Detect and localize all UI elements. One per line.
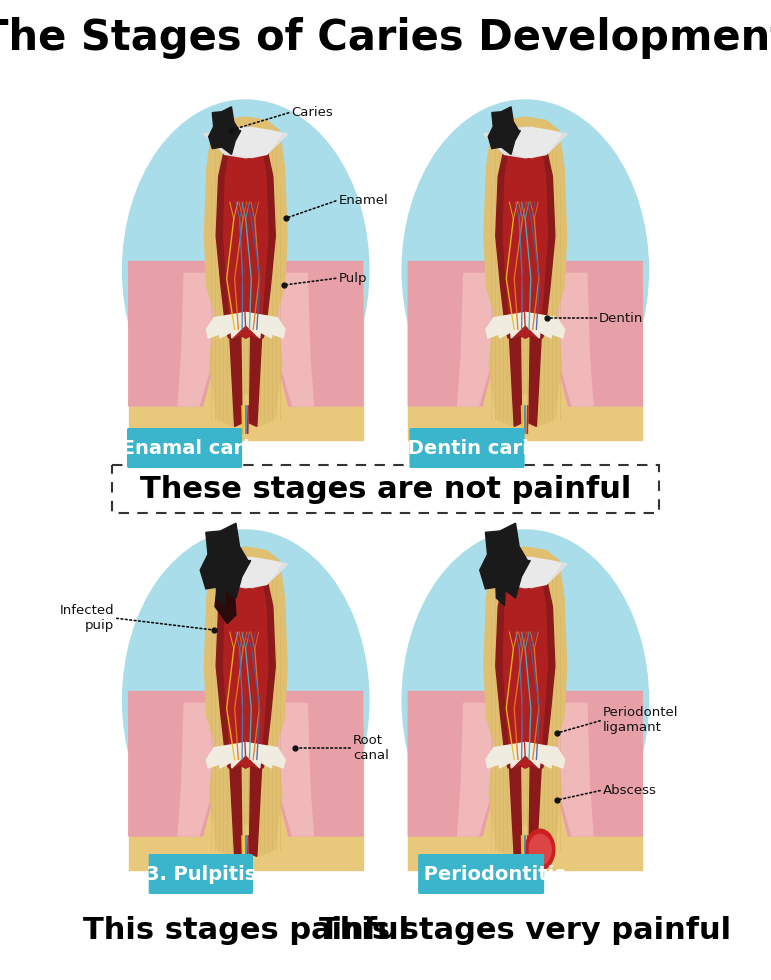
Polygon shape (200, 523, 251, 598)
Polygon shape (510, 313, 540, 338)
Polygon shape (178, 273, 214, 406)
Text: Root
canal: Root canal (353, 734, 389, 762)
Polygon shape (129, 296, 362, 440)
Polygon shape (215, 561, 227, 606)
Polygon shape (557, 273, 593, 406)
Polygon shape (204, 547, 287, 857)
Polygon shape (250, 764, 261, 857)
Circle shape (123, 530, 369, 870)
Polygon shape (503, 564, 547, 768)
Polygon shape (409, 296, 642, 440)
Polygon shape (510, 743, 540, 768)
Text: Infected
puip: Infected puip (59, 604, 114, 632)
Polygon shape (178, 704, 214, 836)
Polygon shape (488, 107, 520, 155)
Polygon shape (458, 273, 493, 406)
Polygon shape (204, 117, 287, 426)
Polygon shape (557, 704, 593, 836)
Polygon shape (486, 313, 564, 338)
Text: These stages are not painful: These stages are not painful (140, 474, 631, 504)
Circle shape (402, 100, 648, 440)
Text: 2. Dentin caries: 2. Dentin caries (380, 438, 554, 458)
Polygon shape (502, 558, 561, 588)
Polygon shape (529, 334, 541, 426)
Text: Enamel: Enamel (338, 193, 389, 207)
Polygon shape (409, 262, 493, 406)
Polygon shape (129, 725, 362, 870)
FancyBboxPatch shape (409, 428, 524, 468)
Polygon shape (230, 764, 242, 857)
Text: Periodontel
ligamant: Periodontel ligamant (603, 706, 678, 734)
Text: This stages very painful: This stages very painful (319, 915, 732, 945)
Text: Abscess: Abscess (603, 783, 657, 797)
Polygon shape (278, 692, 362, 836)
Text: 1. Enamal caries: 1. Enamal caries (94, 438, 274, 458)
Polygon shape (224, 564, 268, 768)
Text: 4. Periodontitis: 4. Periodontitis (396, 864, 566, 884)
Polygon shape (496, 564, 555, 768)
Polygon shape (250, 334, 261, 426)
FancyBboxPatch shape (127, 428, 242, 468)
Polygon shape (219, 743, 273, 768)
Polygon shape (207, 313, 285, 338)
FancyBboxPatch shape (418, 854, 544, 894)
Polygon shape (278, 704, 314, 836)
Polygon shape (510, 334, 522, 426)
Text: The Stages of Caries Development: The Stages of Caries Development (0, 17, 771, 59)
Polygon shape (458, 704, 493, 836)
Circle shape (525, 829, 555, 870)
Polygon shape (231, 313, 261, 338)
Polygon shape (557, 692, 642, 836)
Polygon shape (529, 764, 541, 857)
Text: Caries: Caries (291, 106, 333, 119)
Polygon shape (484, 547, 567, 857)
Polygon shape (223, 558, 281, 588)
Polygon shape (502, 127, 561, 158)
Polygon shape (503, 134, 547, 338)
Polygon shape (230, 334, 242, 426)
Circle shape (123, 100, 369, 440)
Polygon shape (483, 558, 567, 588)
Polygon shape (278, 273, 314, 406)
Polygon shape (278, 262, 362, 406)
Text: This stages painful: This stages painful (82, 915, 409, 945)
Polygon shape (204, 558, 288, 588)
Polygon shape (215, 572, 236, 623)
Polygon shape (216, 134, 275, 338)
Polygon shape (486, 743, 564, 768)
Polygon shape (480, 523, 530, 598)
Polygon shape (495, 561, 506, 606)
Text: Pulp: Pulp (338, 271, 367, 284)
Polygon shape (496, 134, 555, 338)
Polygon shape (231, 743, 261, 768)
FancyBboxPatch shape (149, 854, 253, 894)
Polygon shape (498, 743, 552, 768)
Polygon shape (484, 117, 567, 426)
Circle shape (402, 530, 648, 870)
Polygon shape (483, 127, 567, 158)
Polygon shape (129, 692, 214, 836)
Polygon shape (204, 127, 288, 158)
Polygon shape (409, 692, 493, 836)
Polygon shape (129, 262, 214, 406)
Polygon shape (510, 764, 522, 857)
Polygon shape (224, 134, 268, 338)
Polygon shape (207, 743, 285, 768)
Text: Dentin: Dentin (599, 312, 644, 324)
Polygon shape (409, 725, 642, 870)
Polygon shape (498, 313, 552, 338)
Polygon shape (209, 107, 241, 155)
Polygon shape (557, 262, 642, 406)
Polygon shape (216, 564, 275, 768)
Polygon shape (223, 127, 281, 158)
Polygon shape (219, 313, 273, 338)
Text: 3. Pulpitis: 3. Pulpitis (146, 864, 256, 884)
Circle shape (529, 834, 551, 865)
